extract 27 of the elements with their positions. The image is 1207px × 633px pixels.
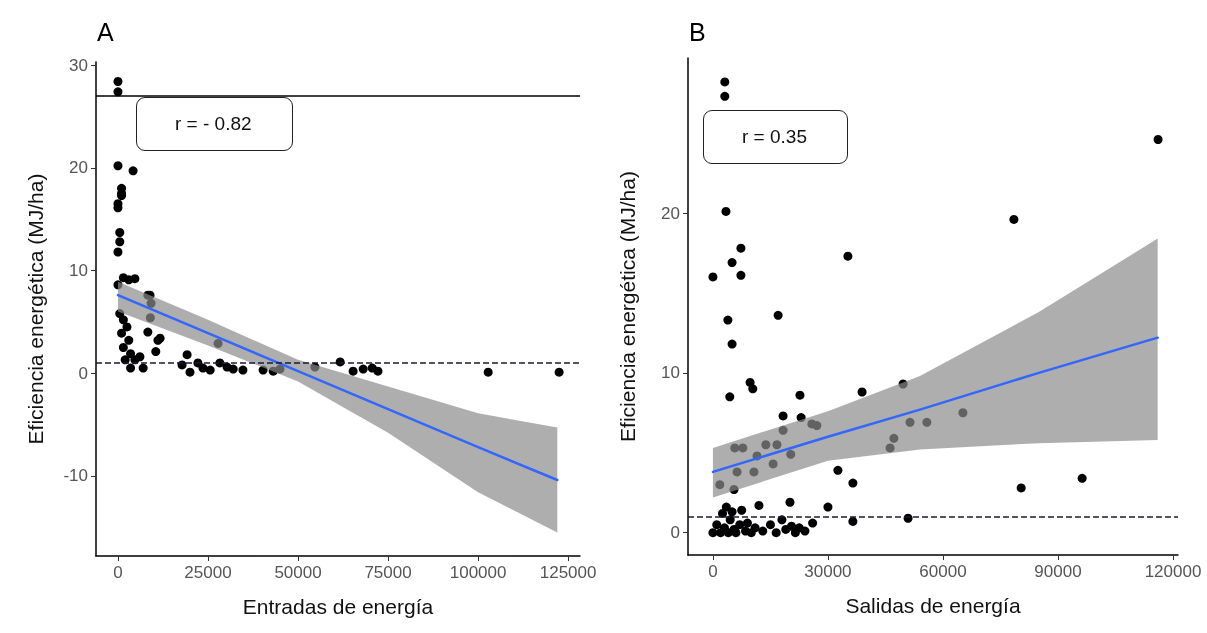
x-tick-label: 0 bbox=[708, 562, 718, 581]
x-tick-label: 50000 bbox=[274, 563, 322, 582]
chart-title: A bbox=[97, 17, 114, 46]
chart-title: B bbox=[689, 17, 706, 46]
y-axis-title: Eficiencia energética (MJ/ha) bbox=[616, 171, 639, 442]
x-tick-label: 0 bbox=[113, 563, 123, 582]
x-axis-title: Entradas de energía bbox=[242, 595, 434, 618]
x-tick-label: 120000 bbox=[1144, 562, 1202, 581]
x-tick-label: 75000 bbox=[364, 563, 412, 582]
x-tick-label: 30000 bbox=[804, 562, 852, 581]
x-axis-title: Salidas de energía bbox=[845, 594, 1021, 617]
y-tick-label: 0 bbox=[78, 363, 88, 383]
y-axis-title: Eficiencia energética (MJ/ha) bbox=[24, 173, 47, 445]
y-tick-label: 30 bbox=[69, 55, 88, 75]
x-tick-label: 25000 bbox=[184, 563, 232, 582]
y-tick-label: 10 bbox=[69, 260, 88, 280]
x-tick-label: 60000 bbox=[919, 562, 967, 581]
x-tick-label: 125000 bbox=[539, 563, 597, 582]
y-tick-label: 20 bbox=[661, 203, 680, 223]
callout-box: r = - 0.82 bbox=[136, 97, 293, 151]
callout-box: r = 0.35 bbox=[703, 110, 848, 164]
x-tick-label: 100000 bbox=[449, 563, 507, 582]
y-tick-label: -10 bbox=[63, 466, 88, 486]
y-tick-label: 0 bbox=[670, 523, 680, 543]
y-tick-label: 20 bbox=[69, 158, 88, 178]
y-tick-label: 10 bbox=[661, 363, 680, 383]
x-tick-label: 90000 bbox=[1034, 562, 1082, 581]
